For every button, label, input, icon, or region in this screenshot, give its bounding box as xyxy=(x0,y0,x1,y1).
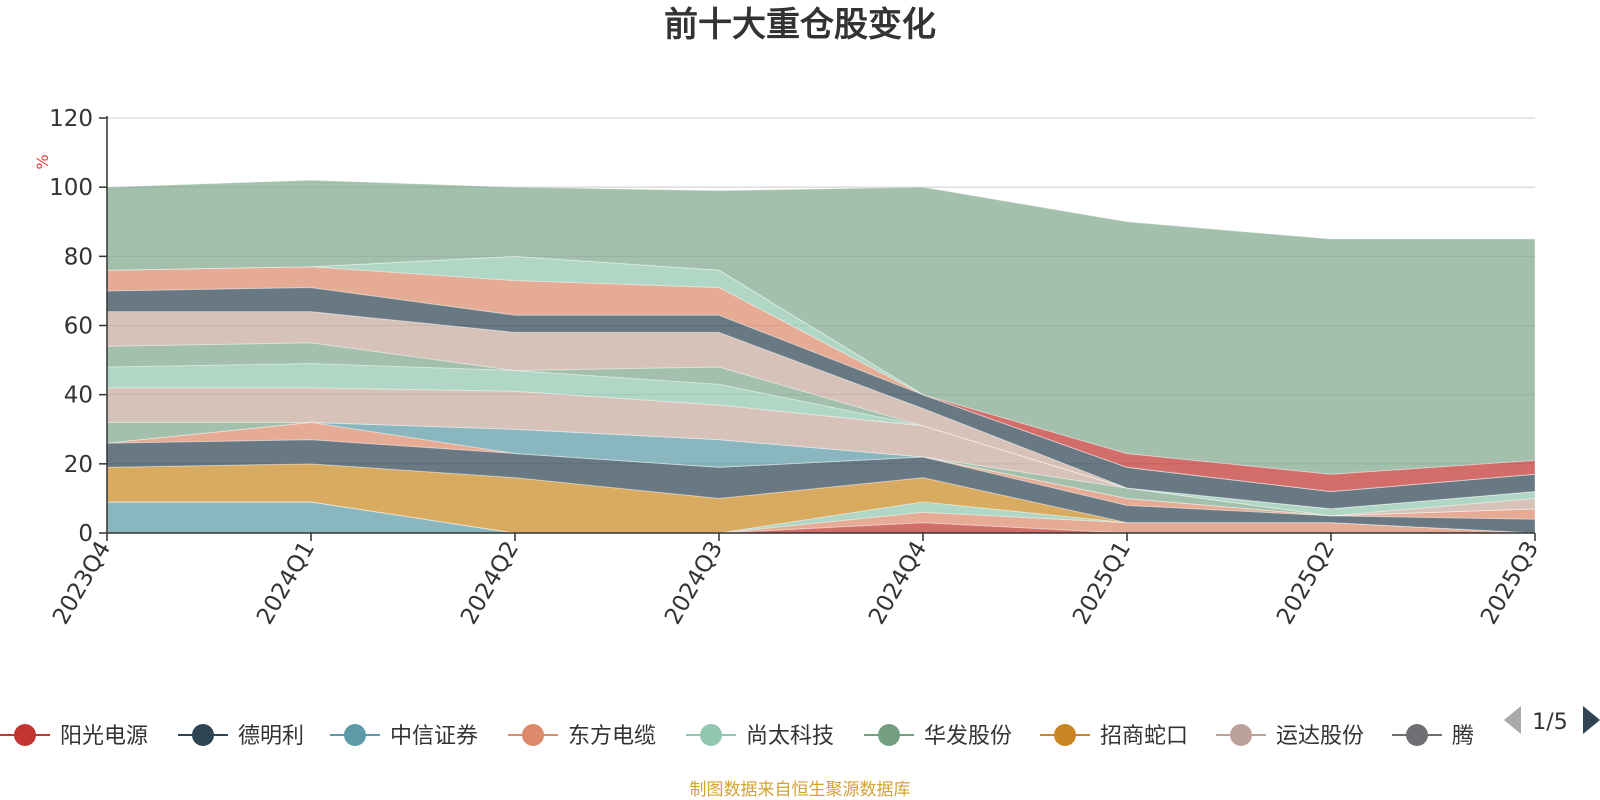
legend: 阳光电源 德明利 中信证券 东方电缆 尚太科技 华发股份 招商蛇口 运达股份 腾 xyxy=(0,724,1474,749)
y-tick-label: 60 xyxy=(64,314,93,340)
legend-item[interactable]: 腾 xyxy=(1392,724,1474,749)
x-tick-label: 2025Q3 xyxy=(1476,537,1544,629)
x-tick-label: 2025Q1 xyxy=(1068,537,1136,629)
legend-next-icon[interactable] xyxy=(1583,706,1600,734)
legend-marker-icon xyxy=(522,724,544,746)
legend-label: 华发股份 xyxy=(924,724,1012,749)
legend-marker-icon xyxy=(878,724,900,746)
legend-marker-icon xyxy=(344,724,366,746)
legend-label: 德明利 xyxy=(238,724,304,749)
x-tick-label: 2024Q2 xyxy=(456,537,524,629)
legend-marker-icon xyxy=(1406,724,1428,746)
legend-page-indicator: 1/5 xyxy=(1532,710,1567,735)
area-series-12 xyxy=(106,311,1536,510)
y-tick-label: 80 xyxy=(64,244,93,270)
legend-marker-icon xyxy=(700,724,722,746)
legend-label: 腾 xyxy=(1452,724,1474,749)
legend-item[interactable]: 运达股份 xyxy=(1216,724,1364,749)
legend-label: 东方电缆 xyxy=(568,724,656,749)
x-tick-label: 2024Q1 xyxy=(252,537,320,629)
legend-label: 阳光电源 xyxy=(60,724,148,749)
legend-item[interactable]: 华发股份 xyxy=(864,724,1012,749)
legend-item[interactable]: 东方电缆 xyxy=(508,724,656,749)
area-series xyxy=(106,179,1536,534)
legend-label: 运达股份 xyxy=(1276,724,1364,749)
x-tick-label: 2025Q2 xyxy=(1272,537,1340,629)
x-tick-label: 2024Q3 xyxy=(660,537,728,629)
area-series-9 xyxy=(106,387,1536,517)
y-tick-label: 40 xyxy=(64,383,93,409)
y-tick-label: 100 xyxy=(49,175,93,201)
y-tick-label: 20 xyxy=(64,452,93,478)
legend-marker-icon xyxy=(1230,724,1252,746)
legend-prev-icon[interactable] xyxy=(1504,706,1521,734)
legend-label: 尚太科技 xyxy=(746,724,834,749)
legend-item[interactable]: 尚太科技 xyxy=(686,724,834,749)
legend-label: 中信证券 xyxy=(390,724,478,749)
legend-marker-icon xyxy=(1054,724,1076,746)
legend-marker-icon xyxy=(14,724,36,746)
source-note: 制图数据来自恒生聚源数据库 xyxy=(690,780,911,800)
chart-title: 前十大重仓股变化 xyxy=(664,5,936,45)
x-tick-label: 2023Q4 xyxy=(48,537,116,629)
legend-pager: 1/5 xyxy=(1504,706,1600,735)
legend-marker-icon xyxy=(192,724,214,746)
y-axis-unit: % xyxy=(33,154,52,169)
legend-item[interactable]: 中信证券 xyxy=(330,724,478,749)
y-tick-label: 120 xyxy=(49,106,93,132)
legend-item[interactable]: 招商蛇口 xyxy=(1040,724,1188,749)
legend-item[interactable]: 德明利 xyxy=(178,724,304,749)
area-series-10 xyxy=(106,363,1536,517)
y-tick-label: 0 xyxy=(78,521,93,547)
area-series-17 xyxy=(106,179,1536,475)
legend-label: 招商蛇口 xyxy=(1100,724,1188,749)
legend-item[interactable]: 阳光电源 xyxy=(0,724,148,749)
area-series-7 xyxy=(106,421,1536,517)
x-tick-label: 2024Q4 xyxy=(864,537,932,629)
